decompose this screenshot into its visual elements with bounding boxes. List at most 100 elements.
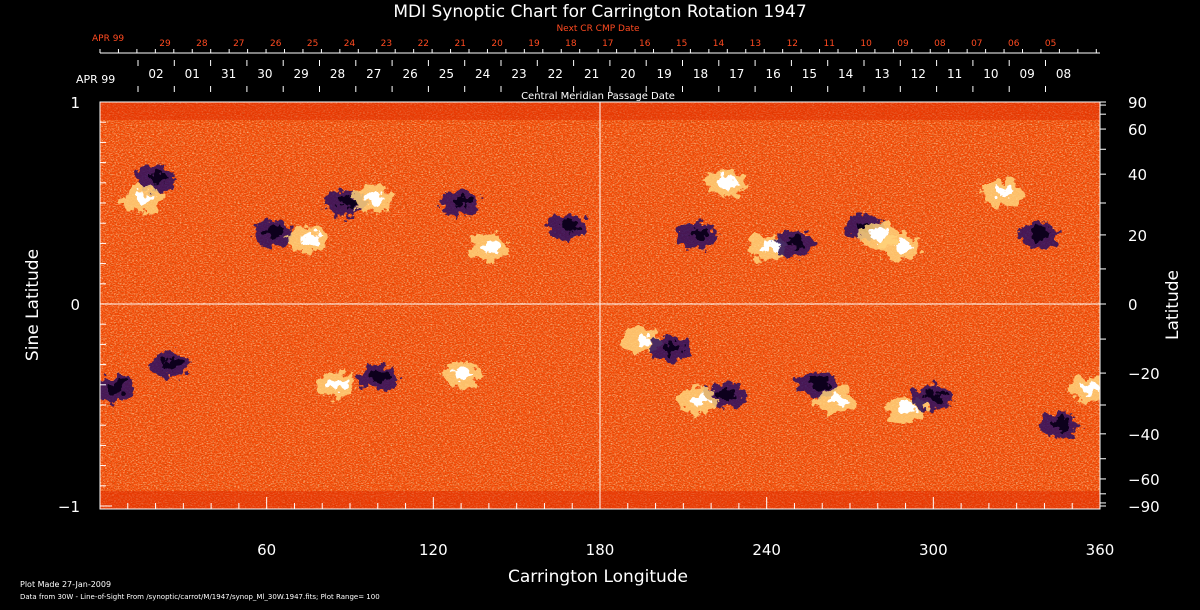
cmp-date: 08 bbox=[1056, 67, 1071, 81]
region-core bbox=[926, 389, 945, 402]
region-core bbox=[893, 240, 911, 253]
region-core bbox=[809, 377, 828, 390]
region-core bbox=[718, 387, 736, 400]
x-tick-label: 60 bbox=[257, 541, 276, 559]
next-cr-date: 21 bbox=[454, 39, 465, 49]
y-right-tick-label: −60 bbox=[1128, 471, 1160, 489]
region-core bbox=[690, 228, 709, 241]
data-source-note: Data from 30W - Line-of-Sight From /syno… bbox=[20, 593, 380, 601]
region-core bbox=[898, 402, 917, 415]
next-cr-date: 10 bbox=[860, 39, 872, 49]
x-tick-label: 180 bbox=[586, 541, 615, 559]
y-left-tick-label: 0 bbox=[70, 296, 80, 314]
region-core bbox=[265, 226, 284, 239]
cmp-date: 19 bbox=[657, 67, 672, 81]
y-left-tick-label: 1 bbox=[70, 94, 80, 112]
y-axis-left-title: Sine Latitude bbox=[23, 249, 43, 361]
next-cr-date: 05 bbox=[1045, 39, 1056, 49]
next-cr-date: 19 bbox=[528, 39, 540, 49]
cmp-date: 10 bbox=[983, 67, 998, 81]
cmp-date-row: 02 01 31 30 29 28 27 26 25 24 23 22 21 20 19 18 17 16 15 14… bbox=[137, 60, 1071, 92]
cmp-date: 11 bbox=[947, 67, 962, 81]
cmp-date: 26 bbox=[402, 67, 417, 81]
region-core bbox=[329, 377, 348, 390]
central-meridian-label: Central Meridian Passage Date bbox=[521, 91, 675, 102]
region-core bbox=[995, 185, 1014, 198]
next-cr-date: 29 bbox=[159, 39, 171, 49]
next-cr-date: 17 bbox=[602, 39, 613, 49]
cmp-date: 01 bbox=[185, 67, 200, 81]
cmp-date: 18 bbox=[693, 67, 708, 81]
region-core bbox=[370, 369, 389, 382]
cmp-date: 24 bbox=[475, 67, 490, 81]
next-cr-date: 09 bbox=[897, 39, 909, 49]
next-cr-month-label: APR 99 bbox=[92, 34, 124, 44]
cmp-date: 28 bbox=[330, 67, 345, 81]
next-cr-date: 25 bbox=[307, 39, 318, 49]
next-cr-label: Next CR CMP Date bbox=[556, 24, 640, 34]
plot-made-note: Plot Made 27-Jan-2009 bbox=[20, 580, 111, 589]
x-axis-title: Carrington Longitude bbox=[508, 567, 688, 587]
next-cr-date: 11 bbox=[823, 39, 834, 49]
region-core bbox=[106, 381, 125, 394]
next-cr-date: 12 bbox=[787, 39, 798, 49]
next-cr-date-row: 29 28 27 26 25 24 23 22 21 20 19 18 17 16 15 14 13 12 11 10… bbox=[99, 39, 1097, 53]
region-core bbox=[559, 220, 578, 233]
region-core bbox=[148, 171, 167, 184]
next-cr-date: 23 bbox=[381, 39, 392, 49]
next-cr-date: 16 bbox=[639, 39, 651, 49]
cmp-date: 12 bbox=[911, 67, 926, 81]
region-core bbox=[1051, 418, 1070, 431]
region-core bbox=[1081, 381, 1100, 394]
next-cr-date: 24 bbox=[344, 39, 356, 49]
cmp-date: 16 bbox=[765, 67, 780, 81]
region-core bbox=[662, 341, 681, 354]
cmp-date: 09 bbox=[1020, 67, 1035, 81]
y-right-tick-label: −20 bbox=[1128, 365, 1160, 383]
region-core bbox=[454, 367, 473, 380]
next-cr-date: 28 bbox=[196, 39, 208, 49]
cmp-date: 27 bbox=[366, 67, 381, 81]
next-cr-date: 22 bbox=[418, 39, 429, 49]
region-core bbox=[1031, 228, 1050, 241]
region-core bbox=[301, 232, 320, 245]
y-right-tick-label: 40 bbox=[1128, 166, 1147, 184]
cmp-date: 25 bbox=[439, 67, 454, 81]
y-axis-left: 1 0 −1 bbox=[58, 94, 112, 516]
region-core bbox=[718, 175, 736, 188]
region-core bbox=[829, 393, 848, 406]
region-core bbox=[787, 236, 806, 249]
cmp-date: 31 bbox=[221, 67, 236, 81]
cmp-date: 17 bbox=[729, 67, 744, 81]
next-cr-date: 26 bbox=[270, 39, 282, 49]
x-tick-label: 300 bbox=[919, 541, 948, 559]
cmp-date: 13 bbox=[874, 67, 889, 81]
y-left-tick-label: −1 bbox=[58, 498, 80, 516]
y-right-tick-label: 90 bbox=[1128, 94, 1147, 112]
x-tick-label: 360 bbox=[1086, 541, 1115, 559]
cmp-date: 30 bbox=[257, 67, 272, 81]
x-tick-label: 120 bbox=[419, 541, 448, 559]
region-core bbox=[690, 393, 709, 406]
next-cr-date: 08 bbox=[934, 39, 946, 49]
cmp-date: 02 bbox=[148, 67, 163, 81]
region-core bbox=[162, 357, 181, 370]
y-axis-right: 90 60 40 20 0 −20 −40 −60 −90 bbox=[1100, 94, 1160, 516]
active-regions bbox=[100, 165, 1100, 439]
region-core bbox=[134, 191, 153, 204]
cmp-date: 29 bbox=[294, 67, 309, 81]
cmp-date: 20 bbox=[620, 67, 635, 81]
next-cr-date: 07 bbox=[971, 39, 982, 49]
region-core bbox=[634, 333, 653, 346]
cmp-date: 15 bbox=[802, 67, 817, 81]
y-axis-right-title: Latitude bbox=[1163, 270, 1183, 340]
next-cr-date: 06 bbox=[1008, 39, 1020, 49]
x-axis: 60 120 180 240 300 360 bbox=[99, 497, 1115, 559]
next-cr-date: 13 bbox=[750, 39, 761, 49]
region-core bbox=[365, 191, 384, 204]
cmp-date: 22 bbox=[548, 67, 563, 81]
cmp-date: 21 bbox=[584, 67, 599, 81]
next-cr-date: 14 bbox=[713, 39, 725, 49]
chart-title: MDI Synoptic Chart for Carrington Rotati… bbox=[393, 2, 806, 22]
